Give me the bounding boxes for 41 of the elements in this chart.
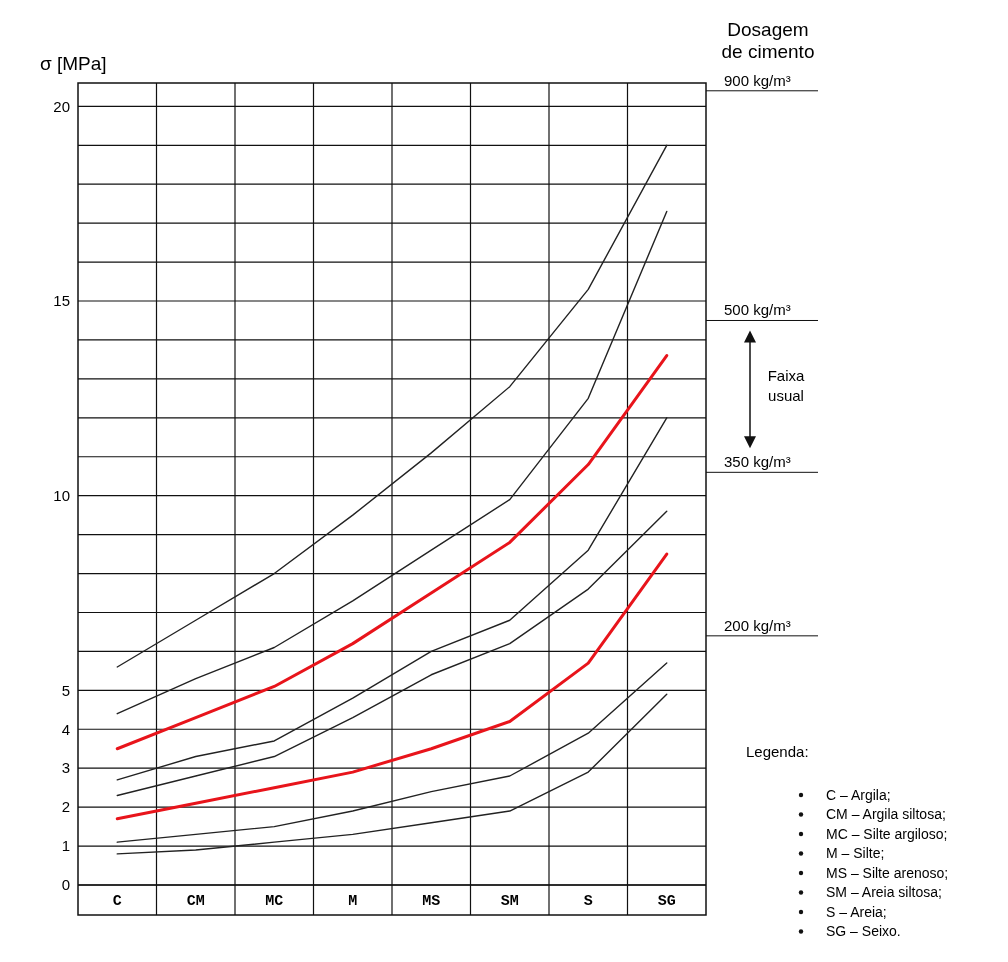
y-tick-label: 10 — [53, 486, 70, 504]
x-tick-label: SM — [500, 893, 519, 911]
x-tick-label: S — [583, 893, 593, 911]
text: MS – Silte arenoso; — [826, 864, 949, 881]
ref-line-label: 900 kg/m³ — [724, 71, 791, 89]
y-tick-label: 15 — [53, 292, 70, 310]
line-series — [116, 210, 668, 715]
text: MC – Silte argiloso; — [826, 825, 948, 842]
line-series — [116, 417, 668, 781]
text: Dosagem de cimento — [721, 19, 815, 62]
text: S – Areia; — [826, 903, 887, 920]
line-series — [116, 662, 668, 843]
x-tick-label: C — [112, 893, 122, 911]
line-series — [116, 144, 668, 668]
x-tick-label: MS — [422, 893, 441, 911]
line-series — [116, 510, 668, 797]
x-tick-label: CM — [186, 893, 205, 911]
text: SM – Areia siltosa; — [826, 884, 942, 901]
text: M – Silte; — [826, 845, 885, 862]
y-tick-label: 0 — [61, 876, 70, 894]
x-tick-label: MC — [265, 893, 284, 911]
y-tick-label: 3 — [61, 759, 70, 777]
line-series — [115, 354, 669, 751]
y-tick-label: 5 — [61, 681, 70, 699]
text: SG – Seixo. — [826, 923, 901, 940]
text: Legenda: — [746, 743, 809, 760]
text: Faixa usual — [767, 367, 805, 405]
ref-line-label: 350 kg/m³ — [724, 453, 791, 471]
y-axis-title: σ [MPa] — [40, 53, 107, 74]
line-series — [116, 693, 668, 855]
line-series — [115, 552, 669, 821]
x-tick-label: SG — [657, 893, 676, 911]
y-tick-label: 20 — [53, 97, 70, 115]
text: CM – Argila siltosa; — [826, 806, 946, 823]
x-tick-label: M — [348, 893, 358, 911]
ref-line-label: 500 kg/m³ — [724, 301, 791, 319]
text: C – Argila; — [826, 786, 891, 803]
y-tick-label: 4 — [61, 720, 70, 738]
y-tick-label: 1 — [61, 837, 70, 855]
ref-line-label: 200 kg/m³ — [724, 616, 791, 634]
y-tick-label: 2 — [61, 798, 70, 816]
